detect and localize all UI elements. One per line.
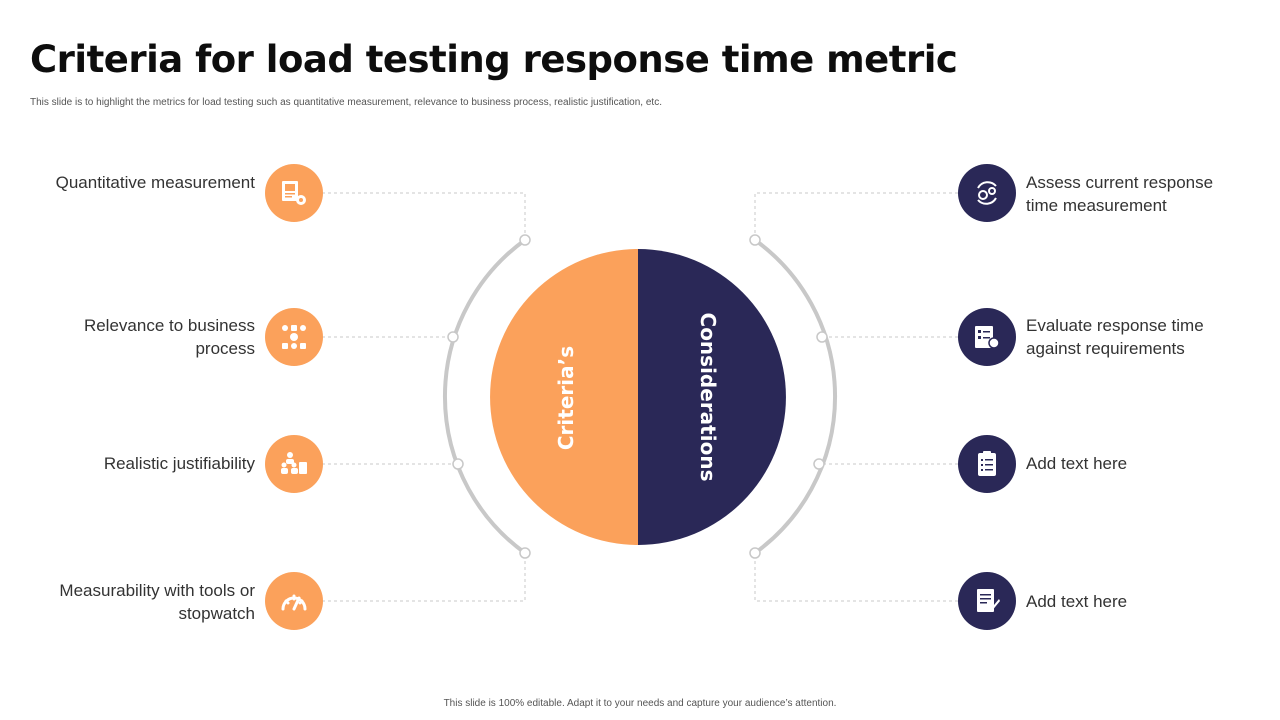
node-dot [816, 331, 828, 343]
right-item-icon-3 [958, 435, 1016, 493]
right-arc [753, 238, 838, 555]
cycle-gears-icon [977, 181, 997, 205]
page-subtitle: This slide is to highlight the metrics f… [30, 97, 662, 108]
left-item-label-4: Measurability with tools or stopwatch [59, 581, 255, 623]
left-item-label-2: Relevance to business process [83, 316, 255, 358]
gauge-icon [281, 594, 307, 611]
node-dot [749, 234, 761, 246]
node-dot [447, 331, 459, 343]
left-item-icon-2 [265, 308, 323, 366]
criteria-label: Criteria’s [554, 345, 578, 451]
left-item-icon-3 [265, 435, 323, 493]
node-dot [813, 458, 825, 470]
right-item-icon-4 [958, 572, 1016, 630]
right-item-icon-1 [958, 164, 1016, 222]
document-sign-icon [977, 589, 1000, 612]
footer-note: This slide is 100% editable. Adapt it to… [443, 698, 837, 709]
right-item-label-1: Assess current response time measurement [1026, 173, 1214, 215]
left-arc [442, 238, 527, 555]
node-dot [452, 458, 464, 470]
node-dot [749, 547, 761, 559]
left-item-label-1: Quantitative measurement [55, 173, 255, 192]
criteria-half [490, 249, 638, 545]
left-item-label-3: Realistic justifiability [103, 454, 255, 473]
left-item-icon-4 [265, 572, 323, 630]
page-title: Criteria for load testing response time … [30, 38, 958, 81]
process-flow-icon [282, 325, 306, 349]
considerations-label: Considerations [696, 312, 720, 482]
left-item-icon-1 [265, 164, 323, 222]
node-dot [519, 547, 531, 559]
clipboard-icon [978, 451, 996, 476]
connector-right-4 [754, 553, 958, 602]
checklist-search-icon [975, 326, 1000, 349]
node-dot [519, 234, 531, 246]
right-item-label-4: Add text here [1026, 592, 1128, 611]
connector-left-4 [322, 553, 526, 602]
right-item-label-3: Add text here [1026, 454, 1128, 473]
connector-right-1 [754, 192, 958, 240]
right-item-icon-2 [958, 308, 1016, 366]
considerations-half [638, 249, 786, 545]
team-presentation-icon [281, 452, 307, 474]
connector-left-1 [322, 192, 526, 240]
report-gear-icon [282, 181, 306, 205]
right-item-label-2: Evaluate response time against requireme… [1026, 316, 1204, 358]
